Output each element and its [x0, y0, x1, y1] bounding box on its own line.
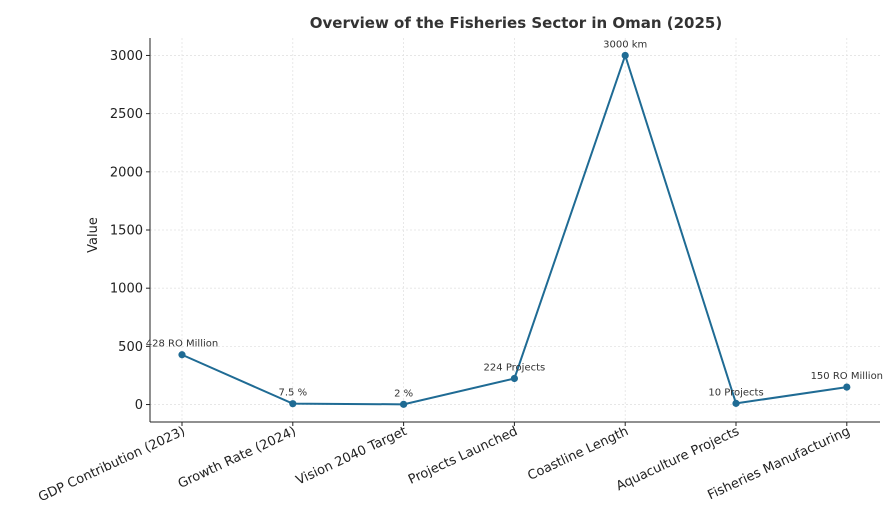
- y-tick-label: 1000: [110, 282, 143, 297]
- x-tick-label: Vision 2040 Target: [294, 424, 409, 488]
- x-tick-label: GDP Contribution (2023): [36, 424, 187, 505]
- x-tick-labels: GDP Contribution (2023)Growth Rate (2024…: [36, 424, 852, 505]
- data-label: 428 RO Million: [146, 339, 218, 350]
- data-label: 7.5 %: [279, 388, 308, 399]
- y-tick-label: 0: [135, 398, 143, 413]
- y-tick-label: 3000: [110, 49, 143, 64]
- data-labels: 428 RO Million 7.5 % 2 % 224 Projects 3000 k…: [146, 39, 883, 399]
- data-point: [178, 351, 186, 359]
- data-point: [510, 374, 518, 383]
- data-point: [400, 400, 408, 408]
- y-tick-label: 1500: [110, 224, 143, 239]
- data-point: [621, 51, 629, 60]
- data-point: [843, 383, 851, 391]
- data-point: [732, 399, 740, 407]
- data-label: 3000 km: [603, 39, 647, 50]
- data-label: 224 Projects: [484, 362, 546, 373]
- y-axis-label: Value: [86, 217, 101, 253]
- data-label: 10 Projects: [708, 387, 763, 398]
- data-point: [289, 400, 297, 408]
- data-points: [178, 51, 851, 408]
- x-tick-label: Growth Rate (2024): [176, 424, 299, 492]
- gridlines: [150, 38, 880, 422]
- chart-title: Overview of the Fisheries Sector in Oman…: [310, 14, 722, 32]
- y-tick-label: 500: [118, 340, 143, 355]
- data-label: 150 RO Million: [811, 371, 883, 382]
- y-tick-labels: 0 500 1000 1500 2000 2500 3000: [110, 49, 143, 413]
- axes: [146, 38, 880, 426]
- y-tick-label: 2000: [110, 165, 143, 180]
- x-tick-label: Projects Launched: [406, 424, 520, 488]
- y-tick-label: 2500: [110, 107, 143, 122]
- data-label: 2 %: [394, 388, 413, 399]
- x-tick-label: Coastline Length: [525, 424, 630, 484]
